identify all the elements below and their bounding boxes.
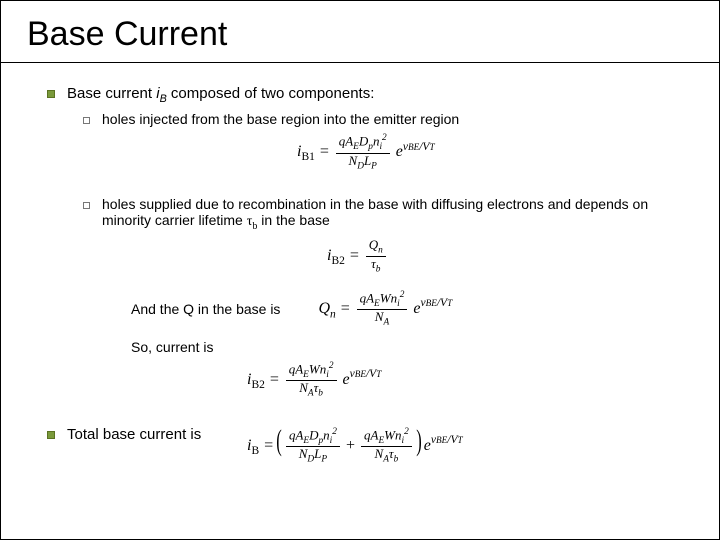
slide-content: Base current iB composed of two componen… xyxy=(1,63,719,466)
text-so-current: So, current is xyxy=(131,339,689,355)
slide-title: Base Current xyxy=(27,15,719,54)
row-qn: And the Q in the base is Qn = qAEWni2 NA… xyxy=(131,290,689,329)
bullet-total-text: Total base current is xyxy=(67,426,201,443)
bullet-icon xyxy=(83,202,90,209)
bullet-sub1-text: holes injected from the base region into… xyxy=(102,111,459,127)
bullet-main: Base current iB composed of two componen… xyxy=(47,85,689,105)
equation-ib1: iB1 = qAEDpni2 NDLP evBE/VT xyxy=(297,133,689,172)
text-q-in-base: And the Q in the base is xyxy=(131,301,280,317)
bullet-icon xyxy=(47,431,55,439)
bullet-icon xyxy=(83,117,90,124)
equation-ib2b: iB2 = qAEWni2 NAτb evBE/VT xyxy=(247,361,689,400)
bullet-sub2-text: holes supplied due to recombination in t… xyxy=(102,196,689,232)
title-block: Base Current xyxy=(1,1,719,63)
bullet-sub1: holes injected from the base region into… xyxy=(83,111,689,127)
bullet-icon xyxy=(47,90,55,98)
equation-ib-total: iB = ( qAEDpni2 NDLP + qAEWni2 NAτb ) ev… xyxy=(247,427,689,466)
equation-ib2a: iB2 = Qn τb xyxy=(327,238,689,276)
equation-qn: Qn = qAEWni2 NA evBE/VT xyxy=(318,290,452,329)
bullet-main-text: Base current iB composed of two componen… xyxy=(67,85,374,105)
bullet-sub2: holes supplied due to recombination in t… xyxy=(83,196,689,232)
